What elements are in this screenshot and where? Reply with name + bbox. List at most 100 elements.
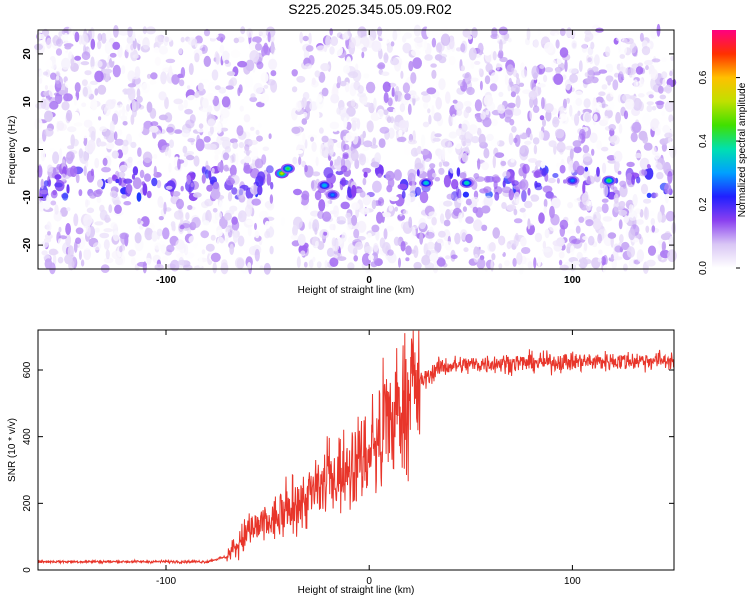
spectrogram-cell — [587, 235, 595, 246]
spectrogram-cell — [542, 118, 546, 127]
snr-xtick-label: 0 — [366, 576, 372, 587]
spectrogram-cell — [267, 31, 271, 43]
spectrogram-cell — [177, 259, 187, 266]
spectrogram-cell — [146, 101, 153, 113]
spectrogram-cell — [591, 148, 595, 156]
spectrogram-cell — [637, 62, 643, 67]
spectrogram-cell — [441, 26, 449, 37]
spectrogram-cell — [537, 256, 541, 267]
spectrogram-cell — [263, 55, 271, 60]
spectrogram-cell — [149, 79, 157, 85]
spectrogram-cell — [329, 223, 335, 231]
spectrogram-cell — [314, 190, 322, 201]
spectrogram-cell — [186, 154, 195, 161]
spectrogram-ytick-label: -10 — [22, 190, 33, 205]
spectrogram-cell — [346, 121, 352, 131]
spectrogram-cell — [125, 43, 135, 53]
spectrogram-cell — [224, 59, 230, 64]
spectrogram-cell — [418, 217, 427, 230]
spectrogram-cell — [250, 147, 259, 160]
spectrogram-cell — [527, 218, 531, 230]
spectrogram-cell — [231, 187, 238, 195]
spectrogram-cell — [253, 183, 258, 196]
spectrogram-cell — [315, 156, 319, 167]
spectrogram-cell — [650, 218, 655, 226]
spectrogram-cell — [533, 144, 538, 155]
spectrogram-cell — [426, 25, 432, 38]
spectrogram-cell — [134, 232, 142, 244]
spectrogram-cell — [334, 45, 343, 57]
spectrogram-cell — [618, 209, 628, 216]
spectrogram-cell — [390, 57, 400, 66]
spectrogram-cell — [587, 176, 591, 185]
spectrogram-cell — [605, 46, 611, 57]
spectrogram-cell — [158, 216, 164, 221]
spectrogram-cell — [394, 206, 398, 212]
spectrogram-cell — [396, 136, 407, 142]
spectrogram-cell — [194, 92, 200, 98]
spectrogram-cell — [498, 91, 504, 97]
spectrogram-cell — [351, 120, 357, 132]
spectrogram-cell — [185, 119, 195, 129]
spectrogram-cell — [220, 108, 230, 119]
spectrogram-cell — [309, 101, 318, 111]
spectrogram-cell — [473, 253, 479, 263]
spectrogram-cell — [157, 133, 163, 139]
spectrogram-cell — [236, 188, 245, 199]
colorbar-gradient — [712, 30, 736, 268]
spectrogram-cell — [551, 59, 557, 68]
spectrogram-cell — [113, 25, 119, 38]
spectrogram-cell — [661, 71, 668, 79]
spectrogram-cell — [343, 117, 348, 129]
spectrogram-cell — [186, 85, 191, 90]
spectrogram-cell — [424, 54, 433, 61]
spectrogram-cell — [302, 35, 309, 42]
spectrogram-cell — [196, 64, 204, 74]
spectrogram-cell — [422, 121, 430, 128]
spectrogram-cell — [613, 193, 619, 204]
spectrogram-cell — [123, 201, 132, 206]
spectrogram-cell — [44, 233, 53, 240]
spectrogram-cell — [356, 118, 361, 130]
spectrogram-cell — [259, 210, 269, 220]
spectrogram-cell — [478, 133, 486, 146]
spectrogram-cell — [386, 44, 393, 53]
spectrogram-cell — [177, 73, 184, 79]
spectrogram-cell — [251, 198, 261, 206]
spectrogram-cell — [454, 232, 461, 245]
spectrogram-cell — [420, 134, 426, 147]
spectrogram-cell — [204, 124, 208, 137]
spectrogram-cell — [247, 225, 252, 237]
spectrogram-cell — [633, 79, 638, 88]
spectrogram-cell — [474, 99, 482, 112]
spectrogram-cell — [370, 161, 380, 168]
spectrogram-cell — [506, 204, 517, 211]
spectrogram-cell — [576, 251, 583, 260]
spectrogram-cell — [210, 234, 216, 241]
spectrogram-cell — [304, 164, 308, 173]
spectrogram-cell — [364, 246, 374, 253]
spectrogram-cell — [86, 207, 95, 214]
spectrogram-cell — [435, 66, 442, 73]
spectrogram-cell — [40, 178, 44, 190]
spectrogram-cell — [290, 234, 299, 240]
spectrogram-cell — [585, 219, 594, 227]
spectrogram-cell — [417, 201, 421, 207]
spectrogram-cell — [61, 101, 70, 111]
spectrogram-cell — [631, 174, 635, 185]
spectrogram-cell — [173, 129, 183, 134]
spectrogram-cell — [112, 195, 120, 205]
spectrogram-cell — [185, 212, 190, 221]
spectrogram-cell — [518, 82, 525, 88]
spectrogram-hotspot — [424, 181, 428, 185]
spectrogram-cell — [304, 139, 308, 149]
spectrogram-cell — [398, 129, 403, 137]
spectrogram-cell — [171, 223, 176, 232]
spectrogram-cell — [402, 209, 409, 215]
spectrogram-cell — [54, 174, 62, 180]
spectrogram-cell — [630, 132, 638, 143]
spectrogram-cell — [112, 64, 121, 78]
spectrogram-cell — [471, 196, 479, 204]
spectrogram-cell — [47, 231, 51, 236]
spectrogram-cell — [140, 216, 150, 227]
